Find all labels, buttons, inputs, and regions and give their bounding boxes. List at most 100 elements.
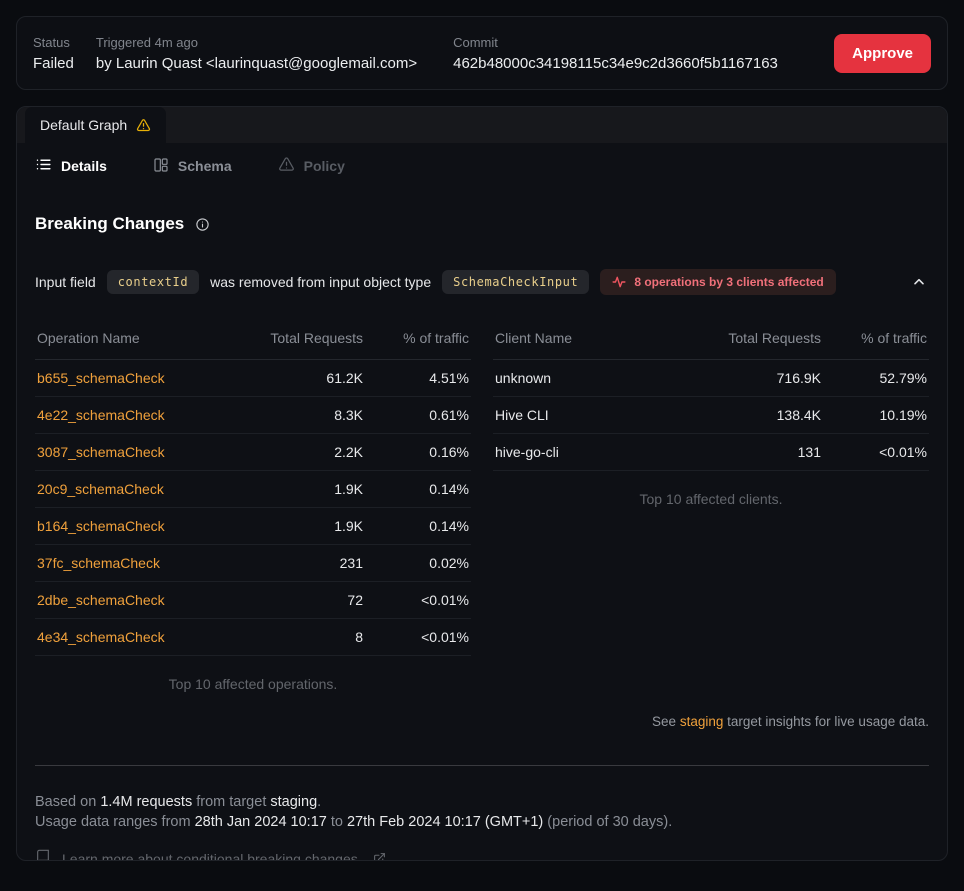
request-count: 1.4M requests [100, 794, 193, 810]
operations-table: Operation Name Total Requests % of traff… [35, 319, 471, 656]
client-traffic: <0.01% [823, 433, 929, 471]
operation-traffic: 0.61% [365, 396, 471, 434]
subtab-bar: Details Schema Policy [17, 143, 947, 190]
operation-traffic: 0.02% [365, 544, 471, 582]
operation-link[interactable]: 37fc_schemaCheck [37, 555, 160, 571]
table-header-row: Client Name Total Requests % of traffic [493, 319, 929, 360]
client-name: unknown [493, 359, 691, 397]
tab-details-label: Details [61, 158, 107, 174]
clients-table: Client Name Total Requests % of traffic … [493, 319, 929, 471]
affected-badge-label: 8 operations by 3 clients affected [634, 275, 824, 289]
operation-traffic: 0.14% [365, 470, 471, 508]
table-row: Hive CLI 138.4K 10.19% [493, 396, 929, 434]
clients-col-requests: Total Requests [691, 319, 823, 360]
affected-operations-badge: 8 operations by 3 clients affected [600, 269, 836, 295]
approve-button[interactable]: Approve [834, 33, 931, 73]
clients-col-name: Client Name [493, 319, 691, 360]
operation-requests: 2.2K [233, 433, 365, 471]
footer-based-on: Based on 1.4M requests from target stagi… [35, 792, 929, 812]
operation-link[interactable]: 4e34_schemaCheck [37, 629, 165, 645]
operation-traffic: 0.16% [365, 433, 471, 471]
table-row: hive-go-cli 131 <0.01% [493, 433, 929, 471]
operation-requests: 8.3K [233, 396, 365, 434]
operation-requests: 61.2K [233, 359, 365, 397]
operation-link[interactable]: 2dbe_schemaCheck [37, 592, 165, 608]
footer-date-range: Usage data ranges from 28th Jan 2024 10:… [35, 812, 929, 832]
status-value: Failed [33, 54, 74, 72]
change-text-2: was removed from input object type [210, 274, 432, 290]
operation-link[interactable]: b164_schemaCheck [37, 518, 165, 534]
range-from-date: 28th Jan 2024 10:17 [194, 814, 327, 830]
operations-col-name: Operation Name [35, 319, 233, 360]
usage-tables: Operation Name Total Requests % of traff… [35, 319, 929, 710]
table-row: 4e22_schemaCheck 8.3K 0.61% [35, 396, 471, 434]
clients-panel: Client Name Total Requests % of traffic … [493, 319, 929, 525]
footer-divider [35, 765, 929, 766]
graph-tabbar: Default Graph [17, 107, 947, 143]
field-name-chip: contextId [106, 270, 200, 294]
table-row: b164_schemaCheck 1.9K 0.14% [35, 507, 471, 545]
client-requests: 716.9K [691, 359, 823, 397]
commit-label: Commit [453, 34, 498, 50]
client-requests: 131 [691, 433, 823, 471]
info-icon[interactable] [195, 217, 210, 232]
clients-col-traffic: % of traffic [823, 319, 929, 360]
breaking-changes-heading: Breaking Changes [35, 214, 929, 234]
operation-link[interactable]: 3087_schemaCheck [37, 444, 165, 460]
table-row: 37fc_schemaCheck 231 0.02% [35, 544, 471, 582]
pulse-icon [612, 276, 626, 288]
insights-note-post: target insights for live usage data. [727, 714, 929, 729]
tab-default-graph[interactable]: Default Graph [25, 107, 167, 143]
operation-traffic: <0.01% [365, 618, 471, 656]
learn-more-link[interactable]: Learn more about conditional breaking ch… [35, 849, 929, 861]
operation-requests: 72 [233, 581, 365, 619]
range-end: (period of 30 days). [547, 814, 673, 830]
operation-traffic: 4.51% [365, 359, 471, 397]
operations-panel: Operation Name Total Requests % of traff… [35, 319, 471, 710]
warning-icon [136, 118, 151, 133]
book-icon [35, 849, 51, 860]
learn-more-label: Learn more about conditional breaking ch… [62, 850, 362, 861]
type-name-chip: SchemaCheckInput [442, 270, 590, 294]
schema-icon [153, 157, 169, 176]
operation-requests: 231 [233, 544, 365, 582]
status-block: Status Failed [33, 35, 74, 72]
client-name: hive-go-cli [493, 433, 691, 471]
commit-hash: 462b48000c34198115c34e9c2d3660f5b1167163 [453, 54, 778, 72]
collapse-change-button[interactable] [909, 272, 929, 292]
chevron-up-icon [914, 278, 924, 285]
tab-schema[interactable]: Schema [153, 156, 232, 176]
table-row: 3087_schemaCheck 2.2K 0.16% [35, 433, 471, 471]
operation-requests: 1.9K [233, 507, 365, 545]
insights-note: See staging target insights for live usa… [35, 714, 929, 729]
range-to-date: 27th Feb 2024 10:17 (GMT+1) [346, 814, 544, 830]
operations-col-traffic: % of traffic [365, 319, 471, 360]
table-row: unknown 716.9K 52.79% [493, 359, 929, 397]
operations-col-requests: Total Requests [233, 319, 365, 360]
operations-caption: Top 10 affected operations. [168, 676, 338, 692]
client-traffic: 10.19% [823, 396, 929, 434]
staging-target-link[interactable]: staging [679, 714, 724, 729]
table-row: 20c9_schemaCheck 1.9K 0.14% [35, 470, 471, 508]
table-row: 4e34_schemaCheck 8 <0.01% [35, 618, 471, 656]
tab-schema-label: Schema [177, 158, 232, 174]
operation-requests: 8 [233, 618, 365, 656]
range-pre: Usage data ranges from [35, 814, 191, 830]
operation-link[interactable]: b655_schemaCheck [37, 370, 165, 386]
tab-details[interactable]: Details [35, 156, 107, 176]
based-end: . [317, 794, 322, 810]
table-row: 2dbe_schemaCheck 72 <0.01% [35, 581, 471, 619]
client-traffic: 52.79% [823, 359, 929, 397]
operation-traffic: <0.01% [365, 581, 471, 619]
based-mid: from target [196, 794, 267, 810]
table-header-row: Operation Name Total Requests % of traff… [35, 319, 471, 360]
check-detail-card: Default Graph Details Schema Policy [16, 106, 948, 861]
external-link-icon [373, 852, 386, 860]
operation-link[interactable]: 20c9_schemaCheck [37, 481, 164, 497]
operation-link[interactable]: 4e22_schemaCheck [37, 407, 165, 423]
tab-policy[interactable]: Policy [278, 156, 345, 176]
commit-block: Commit 462b48000c34198115c34e9c2d3660f5b… [453, 35, 778, 72]
operation-requests: 1.9K [233, 470, 365, 508]
range-to-word: to [330, 814, 343, 830]
status-label: Status [33, 34, 70, 50]
